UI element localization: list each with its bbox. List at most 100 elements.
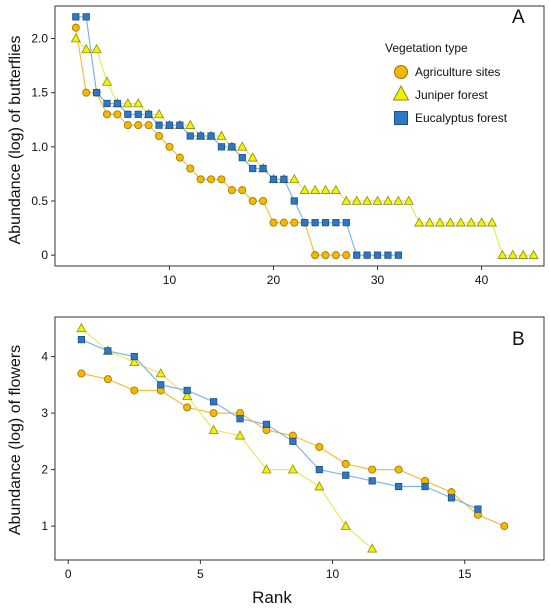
panel-a-y-tick-label: 0.5 [31, 194, 48, 208]
panel-b-point-circle [368, 465, 377, 474]
panel-a-x-tick-label: 30 [371, 273, 385, 287]
panel-a-point-square [363, 251, 371, 259]
panel-b-point-square [130, 352, 138, 361]
panel-b-point-square [315, 465, 323, 474]
panel-a-point-triangle [122, 98, 133, 108]
panel-a-point-triangle [299, 184, 310, 194]
panel-a-y-axis-label: Abundance (log) of butterflies [7, 35, 24, 244]
panel-a-point-square [72, 13, 80, 21]
panel-b-point-square [157, 381, 165, 389]
panel-a-point-square [93, 89, 101, 97]
panel-a-point-circle [144, 121, 153, 130]
panel-b-point-triangle [314, 481, 325, 491]
panel-a-point-triangle [372, 195, 383, 205]
panel-a-point-square [228, 143, 236, 151]
panel-a-point-square [342, 219, 350, 227]
panel-b-series-line-triangle [81, 327, 373, 550]
panel-a-point-circle [279, 218, 288, 227]
panel-b-point-square [368, 477, 376, 485]
panel-a-y-tick-label: 1.5 [31, 86, 48, 100]
panel-a-point-circle [196, 175, 205, 184]
panel-b-point-triangle [76, 322, 87, 333]
panel-a-point-square [82, 13, 90, 21]
panel-a-point-triangle [101, 76, 113, 86]
panel-a-point-circle [207, 175, 216, 184]
panel-a-point-square [269, 175, 278, 183]
panel-a-point-square [384, 251, 392, 259]
legend-label-agriculture: Agriculture sites [415, 65, 500, 79]
panel-b-point-circle [209, 409, 218, 418]
panel-a-point-square [249, 164, 257, 173]
panel-a-point-square [238, 154, 246, 162]
legend-label-juniper: Juniper forest [415, 88, 488, 102]
panel-a-point-square [134, 110, 142, 118]
panel-b-point-triangle [367, 543, 378, 553]
panel-a-point-circle [238, 186, 247, 195]
panel-b-point-square [236, 415, 244, 423]
panel-b-x-tick-label: 10 [326, 567, 340, 581]
panel-a-x-tick-label: 20 [267, 273, 281, 287]
panel-a-chart: A Abundance (log) of butterflies 10 20 30 4… [7, 5, 545, 287]
panel-a-point-triangle [70, 33, 81, 43]
panel-a-point-square [394, 251, 402, 259]
panel-a-point-triangle [91, 43, 102, 54]
panel-b-x-tick-label: 0 [65, 567, 72, 581]
panel-b-point-triangle [340, 520, 351, 530]
panel-a-point-square [145, 110, 153, 118]
panel-a-point-square [113, 99, 122, 108]
panel-b-y-tick-label: 3 [41, 406, 48, 420]
panel-a-point-triangle [133, 98, 144, 108]
panel-b-point-square [421, 482, 429, 491]
panel-a-point-square [311, 219, 319, 227]
panel-a-point-circle [123, 121, 132, 130]
panel-b-point-circle [183, 403, 192, 412]
panel-a-point-circle [269, 218, 278, 227]
panel-a-point-circle [217, 175, 226, 184]
panel-b-point-square [447, 494, 456, 502]
legend-title: Vegetation type [385, 41, 468, 55]
panel-a-point-triangle [507, 249, 518, 259]
panel-b-point-triangle [129, 356, 140, 367]
panel-a-point-triangle [403, 195, 414, 205]
panel-a-point-triangle [351, 195, 362, 205]
legend: Vegetation type Agriculture sites Junipe… [385, 41, 508, 125]
panel-a-point-circle [175, 153, 184, 162]
panel-a-point-circle [103, 110, 112, 119]
panel-a-point-square [103, 99, 111, 108]
panel-a-point-triangle [518, 249, 529, 259]
panel-a-point-square [280, 175, 288, 183]
panel-b-x-tick-label: 15 [458, 567, 472, 581]
panel-b-point-triangle [234, 430, 246, 440]
panel-a-point-circle [342, 251, 351, 260]
panel-a-point-circle [134, 121, 143, 130]
panel-a-frame [54, 5, 545, 267]
panel-b-point-triangle [261, 464, 272, 474]
panel-b-point-circle [315, 442, 324, 451]
panel-a-point-square [124, 110, 132, 118]
panel-b-point-triangle [208, 424, 219, 434]
panel-a-point-circle [155, 131, 164, 140]
panel-a-point-triangle [185, 119, 196, 129]
panel-b-y-tick-label: 4 [41, 350, 48, 364]
panel-a-point-circle [82, 88, 91, 97]
panel-b-x-tick-label: 5 [197, 567, 204, 581]
panel-a-point-triangle [466, 217, 477, 227]
panel-a-point-square [321, 219, 330, 227]
panel-b-point-triangle [182, 390, 193, 400]
panel-b-point-square [262, 420, 271, 428]
panel-b-point-square [395, 482, 403, 491]
panel-a-point-square [217, 143, 226, 151]
panel-b-point-circle [500, 522, 509, 531]
panel-a-point-triangle [476, 217, 487, 227]
panel-a-label: A [512, 7, 525, 28]
panel-a-point-triangle [247, 152, 258, 162]
panel-a-point-triangle [393, 195, 404, 205]
panel-a-point-circle [227, 186, 236, 195]
panel-a-point-triangle [445, 217, 456, 227]
panel-a-point-square [373, 251, 382, 259]
panel-b-series-line-square [81, 339, 479, 510]
panel-a-point-circle [331, 251, 340, 260]
panel-a-point-triangle [424, 217, 435, 227]
panel-a-point-triangle [216, 130, 227, 140]
